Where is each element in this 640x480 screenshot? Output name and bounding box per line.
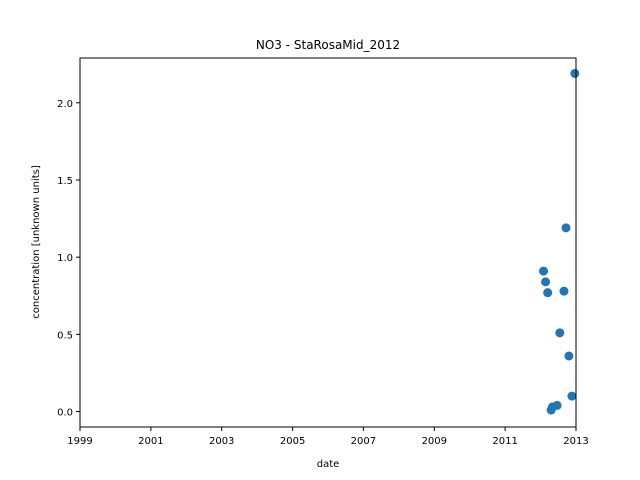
y-tick-label: 0.0	[57, 408, 73, 419]
x-tick-label: 2003	[209, 436, 234, 447]
y-tick-label: 1.0	[57, 253, 73, 264]
x-tick-label: 2011	[492, 436, 517, 447]
plot-area-frame	[79, 57, 577, 428]
data-point	[539, 266, 549, 276]
data-point	[543, 288, 553, 298]
data-point	[564, 351, 574, 361]
data-point	[570, 68, 580, 78]
x-axis-label: date	[317, 459, 340, 470]
data-point	[561, 223, 571, 233]
data-point	[552, 400, 562, 410]
y-tick-label: 1.5	[57, 176, 73, 187]
y-axis-label: concentration [unknown units]	[31, 165, 42, 319]
x-tick-label: 2005	[280, 436, 305, 447]
data-point	[559, 286, 569, 296]
x-tick-label: 2001	[138, 436, 163, 447]
x-tick-label: 2007	[351, 436, 376, 447]
chart-title: NO3 - StaRosaMid_2012	[256, 38, 400, 52]
y-tick-label: 2.0	[57, 99, 73, 110]
data-point	[567, 391, 577, 401]
x-tick-label: 1999	[67, 436, 92, 447]
x-tick-label: 2009	[422, 436, 447, 447]
y-tick-label: 0.5	[57, 330, 73, 341]
data-point	[555, 328, 565, 338]
data-point	[541, 277, 551, 287]
x-tick-label: 2013	[563, 436, 588, 447]
